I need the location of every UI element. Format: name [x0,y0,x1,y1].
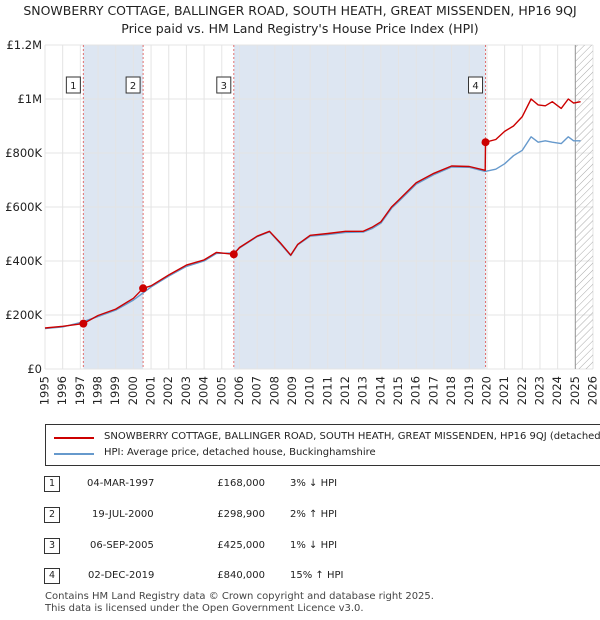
x-tick-label: 1995 [38,376,52,405]
transaction-price: £298,900 [217,509,265,520]
sale-point [139,284,148,293]
legend-label-property: SNOWBERRY COTTAGE, BALLINGER ROAD, SOUTH… [104,431,600,442]
transaction-date: 19-JUL-2000 [92,509,154,520]
transaction-label-box [216,76,232,94]
forecast-hatch [575,45,593,369]
transaction-price: £168,000 [217,478,265,489]
x-tick-label: 2017 [426,376,440,405]
y-tick-label: £800K [5,146,42,160]
sale-point [79,319,88,328]
x-tick-label: 2007 [250,376,264,405]
legend-swatch-property [54,437,94,439]
x-tick-label: 2008 [267,376,281,405]
x-tick-label: 2005 [214,376,228,405]
transaction-label-number: 4 [472,81,478,92]
y-tick-label: £1M [17,92,42,106]
transaction-date: 04-MAR-1997 [87,478,155,489]
transaction-label-number: 2 [130,81,136,92]
x-tick-label: 2016 [409,376,423,405]
sale-point [481,138,490,147]
transaction-badge: 2 [44,507,60,523]
footer-copyright: Contains HM Land Registry data © Crown c… [45,591,434,602]
x-tick-label: 2026 [586,376,600,405]
x-tick-label: 2006 [232,376,246,405]
transaction-badge: 4 [44,568,60,584]
x-tick-label: 2013 [356,376,370,405]
transaction-row: 1 04-MAR-1997 £168,000 3% ↓ HPI [0,474,600,494]
transaction-date: 02-DEC-2019 [88,570,155,581]
transaction-date: 06-SEP-2005 [90,540,154,551]
x-tick-label: 2011 [320,376,334,405]
legend-swatch-hpi [54,453,94,455]
transaction-label-number: 1 [70,81,76,92]
x-tick-label: 2018 [444,376,458,405]
y-tick-label: £400K [5,254,42,268]
x-tick-label: 1999 [108,376,122,405]
transaction-price: £425,000 [217,540,265,551]
y-tick-label: £200K [5,308,42,322]
transaction-label-box [65,76,81,94]
transaction-label-box [468,76,484,94]
x-tick-label: 2019 [462,376,476,405]
x-tick-label: 2021 [497,376,511,405]
y-tick-label: £0 [27,362,42,376]
transaction-hpi-change: 3% ↓ HPI [290,478,338,489]
series-line-hpi [44,136,581,330]
chart-subtitle: Price paid vs. HM Land Registry's House … [121,21,479,36]
transaction-row: 4 02-DEC-2019 £840,000 15% ↑ HPI [0,566,600,586]
transaction-hpi-change: 1% ↓ HPI [290,540,338,551]
x-tick-label: 2025 [568,376,582,405]
x-tick-label: 2004 [197,376,211,405]
x-tick-label: 2024 [550,376,564,405]
x-tick-label: 2003 [179,376,193,405]
transaction-row: 3 06-SEP-2005 £425,000 1% ↓ HPI [0,536,600,556]
x-tick-label: 2015 [391,376,405,405]
sale-point [229,250,238,259]
x-tick-label: 2012 [338,376,352,405]
y-tick-label: £1.2M [6,38,42,52]
transaction-hpi-change: 2% ↑ HPI [290,509,338,520]
x-tick-label: 2000 [126,376,140,405]
x-tick-label: 2002 [161,376,175,405]
chart-title: SNOWBERRY COTTAGE, BALLINGER ROAD, SOUTH… [23,3,577,18]
transaction-row: 2 19-JUL-2000 £298,900 2% ↑ HPI [0,505,600,525]
x-tick-label: 2001 [144,376,158,405]
legend-label-hpi: HPI: Average price, detached house, Buck… [104,447,376,458]
transaction-badge: 3 [44,538,60,554]
x-tick-label: 2010 [303,376,317,405]
x-tick-label: 2020 [479,376,493,405]
legend: SNOWBERRY COTTAGE, BALLINGER ROAD, SOUTH… [45,424,600,466]
x-tick-label: 1997 [73,376,87,405]
transaction-label-box [125,76,141,94]
transaction-badge: 1 [44,476,60,492]
y-tick-label: £600K [5,200,42,214]
x-tick-label: 2023 [532,376,546,405]
x-tick-label: 2014 [373,376,387,405]
x-tick-label: 1996 [55,376,69,405]
x-tick-label: 1998 [91,376,105,405]
x-tick-label: 2009 [285,376,299,405]
transaction-price: £840,000 [217,570,265,581]
footer-licence: This data is licensed under the Open Gov… [45,603,364,614]
series-line-property [44,98,581,329]
transaction-label-number: 3 [221,81,227,92]
x-tick-label: 2022 [515,376,529,405]
transaction-hpi-change: 15% ↑ HPI [290,570,344,581]
